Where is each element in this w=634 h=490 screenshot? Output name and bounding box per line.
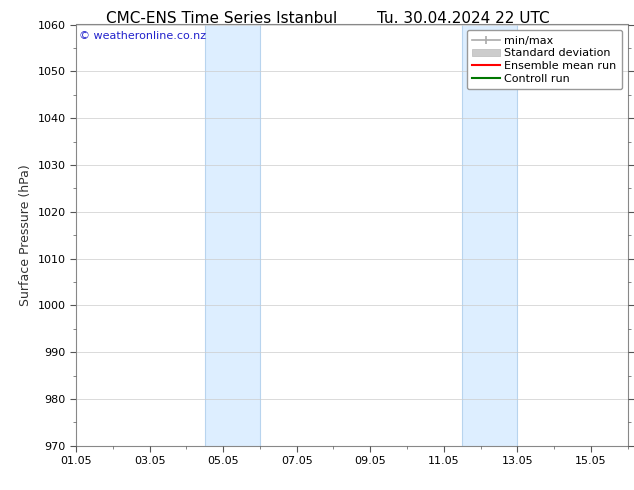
Text: CMC-ENS Time Series Istanbul: CMC-ENS Time Series Istanbul [107, 11, 337, 26]
Bar [205, 24, 260, 446]
Text: © weatheronline.co.nz: © weatheronline.co.nz [79, 31, 206, 41]
Text: Tu. 30.04.2024 22 UTC: Tu. 30.04.2024 22 UTC [377, 11, 549, 26]
Y-axis label: Surface Pressure (hPa): Surface Pressure (hPa) [19, 164, 32, 306]
Bar [462, 24, 517, 446]
Legend: min/max, Standard deviation, Ensemble mean run, Controll run: min/max, Standard deviation, Ensemble me… [467, 30, 622, 90]
